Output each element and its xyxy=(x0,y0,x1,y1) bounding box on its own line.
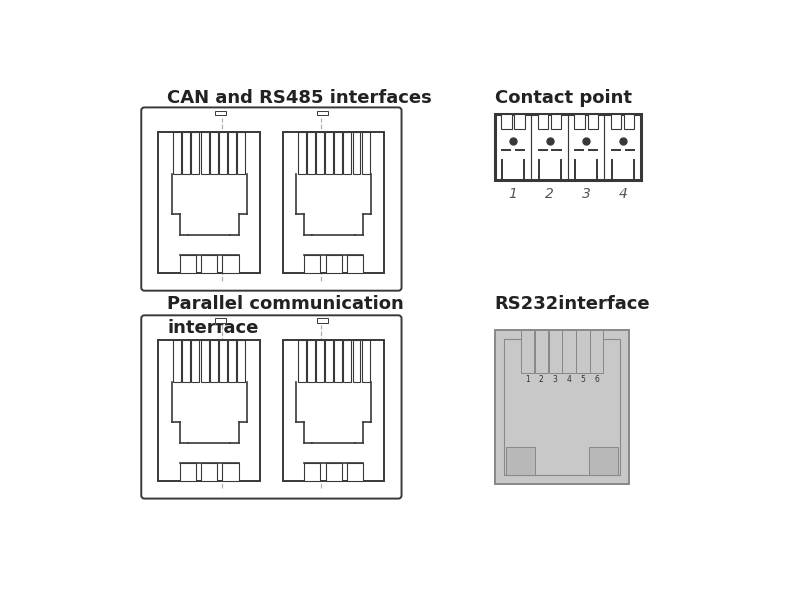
Bar xyxy=(201,132,209,174)
Bar xyxy=(304,255,321,274)
Bar xyxy=(182,132,190,174)
Bar xyxy=(304,463,321,481)
Bar xyxy=(504,340,620,475)
Bar xyxy=(173,340,181,382)
Bar xyxy=(334,132,342,174)
Text: 1: 1 xyxy=(525,376,530,385)
Bar xyxy=(538,115,548,129)
Bar xyxy=(521,330,534,373)
Bar xyxy=(210,132,218,174)
Bar xyxy=(180,255,196,274)
Bar xyxy=(219,340,227,382)
Bar xyxy=(228,340,236,382)
Bar xyxy=(316,132,324,174)
Bar xyxy=(283,340,385,481)
Bar xyxy=(316,340,324,382)
Bar xyxy=(576,330,590,373)
Bar xyxy=(590,330,603,373)
Bar xyxy=(574,115,585,129)
Bar xyxy=(201,463,218,481)
Bar xyxy=(180,463,196,481)
Bar xyxy=(191,340,199,382)
Text: RS232interface: RS232interface xyxy=(494,295,650,313)
Text: 3: 3 xyxy=(553,376,558,385)
Bar xyxy=(283,132,385,274)
Text: 2: 2 xyxy=(539,376,543,385)
Text: CAN and RS485 interfaces: CAN and RS485 interfaces xyxy=(167,89,432,107)
Bar xyxy=(317,319,328,323)
Bar xyxy=(343,340,351,382)
Bar xyxy=(298,132,306,174)
Bar xyxy=(326,463,342,481)
Bar xyxy=(347,463,363,481)
Bar xyxy=(219,132,227,174)
Bar xyxy=(158,132,260,274)
Bar xyxy=(215,319,226,323)
Text: 4: 4 xyxy=(618,187,627,200)
Text: 1: 1 xyxy=(509,187,518,200)
Bar xyxy=(343,132,351,174)
Bar xyxy=(238,340,245,382)
Bar xyxy=(228,132,236,174)
Bar xyxy=(588,115,598,129)
Bar xyxy=(502,115,511,129)
Bar xyxy=(191,132,199,174)
Bar xyxy=(353,340,361,382)
FancyBboxPatch shape xyxy=(142,107,402,290)
Text: Parallel communication
interface: Parallel communication interface xyxy=(167,295,404,337)
Bar xyxy=(494,115,641,180)
Bar xyxy=(611,115,622,129)
Bar xyxy=(549,330,562,373)
Bar xyxy=(325,132,333,174)
Bar xyxy=(551,115,562,129)
Bar xyxy=(158,340,260,481)
Bar xyxy=(325,340,333,382)
Bar xyxy=(238,132,245,174)
Bar xyxy=(210,340,218,382)
Bar xyxy=(347,255,363,274)
Text: Contact point: Contact point xyxy=(494,89,632,107)
Text: 6: 6 xyxy=(594,376,599,385)
Bar xyxy=(222,255,238,274)
FancyBboxPatch shape xyxy=(142,316,402,499)
Bar xyxy=(201,255,218,274)
Bar xyxy=(201,340,209,382)
Bar xyxy=(362,132,370,174)
Text: 5: 5 xyxy=(581,376,586,385)
Bar xyxy=(326,255,342,274)
Bar xyxy=(514,115,525,129)
Bar xyxy=(222,463,238,481)
Bar xyxy=(334,340,342,382)
Bar xyxy=(362,340,370,382)
Bar xyxy=(589,447,618,475)
Text: 3: 3 xyxy=(582,187,590,200)
Bar xyxy=(624,115,634,129)
Bar xyxy=(494,330,630,484)
Bar xyxy=(534,330,548,373)
Bar xyxy=(506,447,535,475)
Bar xyxy=(317,110,328,115)
Bar xyxy=(182,340,190,382)
Bar xyxy=(562,330,576,373)
Text: 4: 4 xyxy=(566,376,571,385)
Bar xyxy=(298,340,306,382)
Bar xyxy=(353,132,361,174)
Bar xyxy=(307,340,314,382)
Text: 2: 2 xyxy=(545,187,554,200)
Bar xyxy=(215,110,226,115)
Bar xyxy=(307,132,314,174)
Bar xyxy=(173,132,181,174)
